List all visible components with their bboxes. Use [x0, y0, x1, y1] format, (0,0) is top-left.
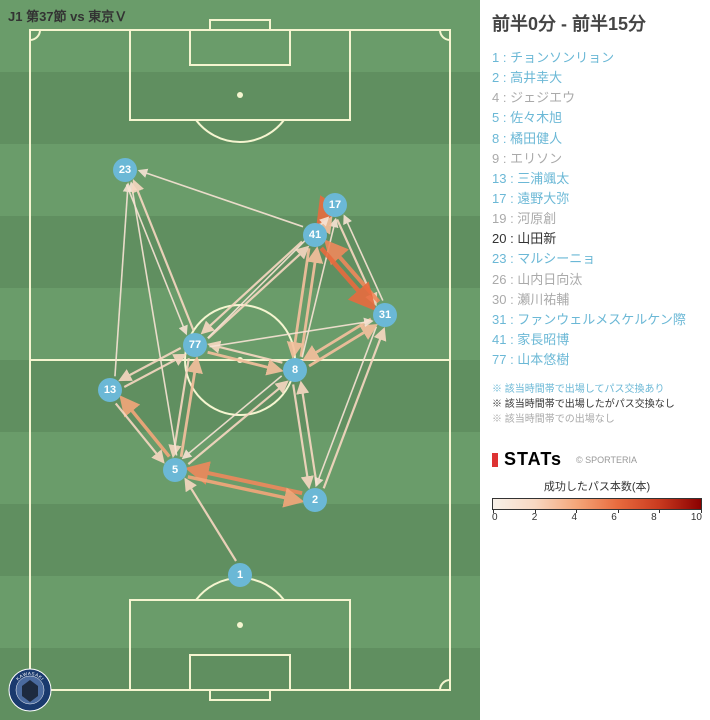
player-node-label: 13 — [104, 384, 116, 396]
player-node-label: 2 — [312, 494, 318, 506]
player-node-label: 41 — [309, 229, 321, 241]
brand-accent-icon — [492, 453, 498, 467]
player-row: 4 : ジェジエウ — [492, 88, 702, 108]
brand-copyright: © SPORTERIA — [576, 455, 637, 465]
color-scale-tick: 8 — [651, 512, 657, 523]
player-row: 20 : 山田新 — [492, 229, 702, 249]
color-scale-bar — [492, 498, 702, 510]
legend-note-bench: ※ 該当時間帯での出場なし — [492, 412, 702, 427]
player-row: 31 : ファンウェルメスケルケン際 — [492, 310, 702, 330]
color-scale-tick: 0 — [492, 512, 498, 523]
pass-network-chart: 1 2 5 8 13 17 23 31 41 77 — [0, 0, 480, 720]
player-row: 5 : 佐々木旭 — [492, 108, 702, 128]
legend-notes: ※ 該当時間帯で出場してパス交換あり ※ 該当時間帯で出場したがパス交換なし ※… — [492, 382, 702, 427]
legend-note-sub: ※ 該当時間帯で出場したがパス交換なし — [492, 397, 702, 412]
player-row: 2 : 高井幸大 — [492, 68, 702, 88]
side-panel: 前半0分 - 前半15分 1 : チョンソンリョン2 : 高井幸大4 : ジェジ… — [480, 0, 710, 720]
player-row: 17 : 遠野大弥 — [492, 189, 702, 209]
player-node-label: 8 — [292, 364, 298, 376]
player-row: 41 : 家長昭博 — [492, 330, 702, 350]
player-row: 30 : 瀬川祐輔 — [492, 290, 702, 310]
color-scale: 成功したパス本数(本) 0 2 4 6 8 10 — [492, 478, 702, 523]
player-row: 9 : エリソン — [492, 149, 702, 169]
color-scale-tick: 6 — [611, 512, 617, 523]
player-row: 8 : 橘田健人 — [492, 129, 702, 149]
brand-row: STATs © SPORTERIA — [492, 449, 702, 470]
match-title: J1 第37節 vs 東京Ｖ — [8, 6, 127, 25]
color-scale-tick: 4 — [572, 512, 578, 523]
player-row: 13 : 三浦颯太 — [492, 169, 702, 189]
pitch-panel: J1 第37節 vs 東京Ｖ 1 2 5 8 13 17 23 31 41 77 KAWASAKI — [0, 0, 480, 720]
color-scale-title: 成功したパス本数(本) — [492, 478, 702, 494]
player-node-label: 1 — [237, 569, 243, 581]
time-range-title: 前半0分 - 前半15分 — [492, 10, 702, 36]
color-scale-ticks: 0 2 4 6 8 10 — [492, 512, 702, 523]
player-node-label: 17 — [329, 199, 341, 211]
player-row: 19 : 河原創 — [492, 209, 702, 229]
player-node-label: 23 — [119, 164, 131, 176]
brand-name: STATs — [504, 449, 562, 470]
player-node-label: 5 — [172, 464, 178, 476]
player-row: 77 : 山本悠樹 — [492, 350, 702, 370]
player-list: 1 : チョンソンリョン2 : 高井幸大4 : ジェジエウ5 : 佐々木旭8 :… — [492, 48, 702, 370]
color-scale-tick: 2 — [532, 512, 538, 523]
player-node-label: 77 — [189, 339, 201, 351]
player-row: 1 : チョンソンリョン — [492, 48, 702, 68]
legend-note-active: ※ 該当時間帯で出場してパス交換あり — [492, 382, 702, 397]
team-badge: KAWASAKI — [8, 668, 52, 712]
player-node-label: 31 — [379, 309, 391, 321]
color-scale-tick: 10 — [691, 512, 702, 523]
player-row: 23 : マルシーニョ — [492, 249, 702, 269]
player-row: 26 : 山内日向汰 — [492, 270, 702, 290]
